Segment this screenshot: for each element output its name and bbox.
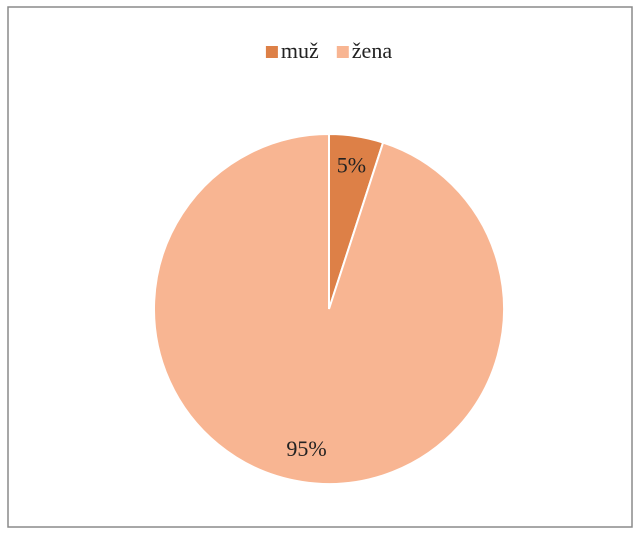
legend-swatch bbox=[336, 46, 349, 58]
pie-slice bbox=[153, 132, 505, 485]
data-label: 95% bbox=[286, 436, 326, 461]
legend-label: muž bbox=[281, 38, 319, 63]
legend-swatch bbox=[265, 46, 278, 58]
data-label: 5% bbox=[337, 152, 366, 177]
legend-label: žena bbox=[352, 38, 393, 63]
